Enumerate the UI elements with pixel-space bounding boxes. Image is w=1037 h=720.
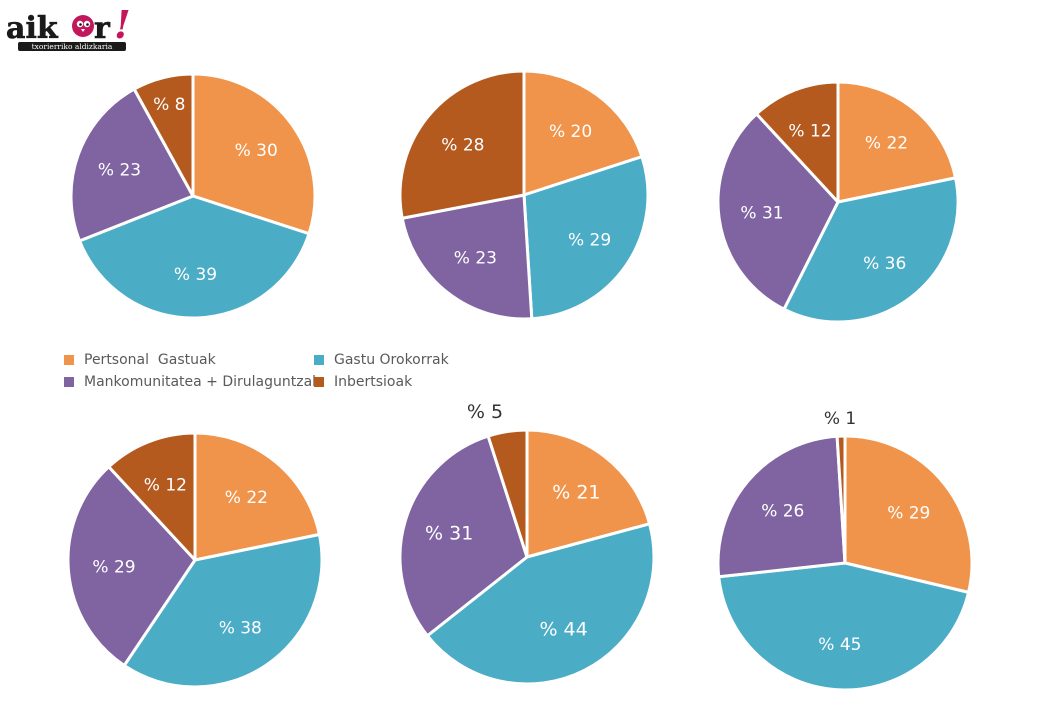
data-label-mankomunitatea: % 23 xyxy=(98,161,141,181)
data-label-inbertsioak: % 12 xyxy=(144,475,187,495)
data-label-inbertsioak: % 8 xyxy=(153,95,185,115)
slice-inbertsioak xyxy=(398,69,526,220)
data-label-inbertsioak: % 1 xyxy=(824,409,856,429)
slice-gastu xyxy=(425,522,656,686)
data-label-gastu: % 29 xyxy=(568,231,611,251)
data-label-inbertsioak: % 28 xyxy=(441,135,484,155)
pie-chart-2: % 20 % 29 % 23 % 28 xyxy=(398,69,650,321)
svg-text:!: ! xyxy=(114,4,131,47)
legend-item-mankomunitatea: Mankomunitatea + Dirulaguntzak xyxy=(64,374,320,390)
pie-chart-6: % 29 % 45 % 26 % 1 xyxy=(716,409,974,692)
slice-mankomunitatea xyxy=(69,87,195,243)
pie-chart-5: % 21 % 44 % 31 % 5 xyxy=(398,401,656,686)
legend: Pertsonal Gastuak Gastu Orokorrak Mankom… xyxy=(64,352,484,396)
slice-mankomunitatea xyxy=(716,434,847,579)
pie-chart-3: % 22 % 36 % 31 % 12 xyxy=(716,80,960,324)
legend-swatch-inbertsioak xyxy=(314,377,324,387)
legend-item-inbertsioak: Inbertsioak xyxy=(314,374,412,390)
data-label-gastu: % 44 xyxy=(539,619,587,641)
data-label-mankomunitatea: % 23 xyxy=(454,249,497,269)
data-label-pertsonal: % 22 xyxy=(225,488,268,508)
legend-label: Mankomunitatea + Dirulaguntzak xyxy=(84,374,321,390)
slice-pertsonal xyxy=(191,72,317,236)
slice-pertsonal xyxy=(525,428,652,559)
slice-gastu xyxy=(522,155,650,321)
legend-label: Pertsonal Gastuak xyxy=(84,352,216,368)
slice-mankomunitatea xyxy=(400,193,534,321)
slice-mankomunitatea xyxy=(66,465,197,667)
pie-chart-1: % 30 % 39 % 23 % 8 xyxy=(69,72,317,320)
slice-mankomunitatea xyxy=(398,434,529,638)
slice-inbertsioak xyxy=(755,80,840,204)
slice-mankomunitatea xyxy=(716,112,840,311)
legend-item-gastu: Gastu Orokorrak xyxy=(314,352,449,368)
slice-pertsonal xyxy=(836,80,958,204)
svg-text:aik: aik xyxy=(6,11,59,46)
data-label-gastu: % 38 xyxy=(219,619,262,639)
data-label-mankomunitatea: % 29 xyxy=(92,557,135,577)
legend-label: Gastu Orokorrak xyxy=(334,352,449,368)
legend-label: Inbertsioak xyxy=(334,374,413,390)
legend-swatch-mankomunitatea xyxy=(64,377,74,387)
legend-item-pertsonal: Pertsonal Gastuak xyxy=(64,352,216,368)
slice-inbertsioak xyxy=(107,431,197,562)
data-label-pertsonal: % 20 xyxy=(549,122,592,142)
aikor-logo: aik r ! txorierriko aldizkaria xyxy=(6,4,131,51)
slice-inbertsioak xyxy=(835,434,847,565)
slice-inbertsioak xyxy=(486,428,529,559)
data-label-mankomunitatea: % 31 xyxy=(740,204,783,224)
legend-swatch-gastu xyxy=(314,355,324,365)
slice-gastu xyxy=(78,194,311,320)
data-label-inbertsioak: % 12 xyxy=(788,122,831,142)
slice-pertsonal xyxy=(193,431,321,562)
bird-icon xyxy=(72,15,94,37)
data-label-gastu: % 39 xyxy=(174,265,217,285)
slice-pertsonal xyxy=(522,69,644,197)
slice-gastu xyxy=(122,533,324,689)
data-label-gastu: % 45 xyxy=(818,635,861,655)
data-label-gastu: % 36 xyxy=(863,254,906,274)
slice-gastu xyxy=(717,561,971,692)
legend-swatch-pertsonal xyxy=(64,355,74,365)
data-label-mankomunitatea: % 31 xyxy=(425,522,473,544)
data-label-pertsonal: % 21 xyxy=(552,482,600,504)
data-label-pertsonal: % 29 xyxy=(887,504,930,524)
data-label-mankomunitatea: % 26 xyxy=(761,502,804,522)
data-label-pertsonal: % 30 xyxy=(235,141,278,161)
data-label-pertsonal: % 22 xyxy=(865,134,908,154)
slice-pertsonal xyxy=(843,434,974,594)
svg-text:r: r xyxy=(94,11,111,46)
slice-gastu xyxy=(782,176,960,324)
data-label-inbertsioak: % 5 xyxy=(467,401,503,423)
svg-text:txorierriko aldizkaria: txorierriko aldizkaria xyxy=(32,42,113,51)
slice-inbertsioak xyxy=(132,72,195,198)
pie-chart-4: % 22 % 38 % 29 % 12 xyxy=(66,431,324,689)
